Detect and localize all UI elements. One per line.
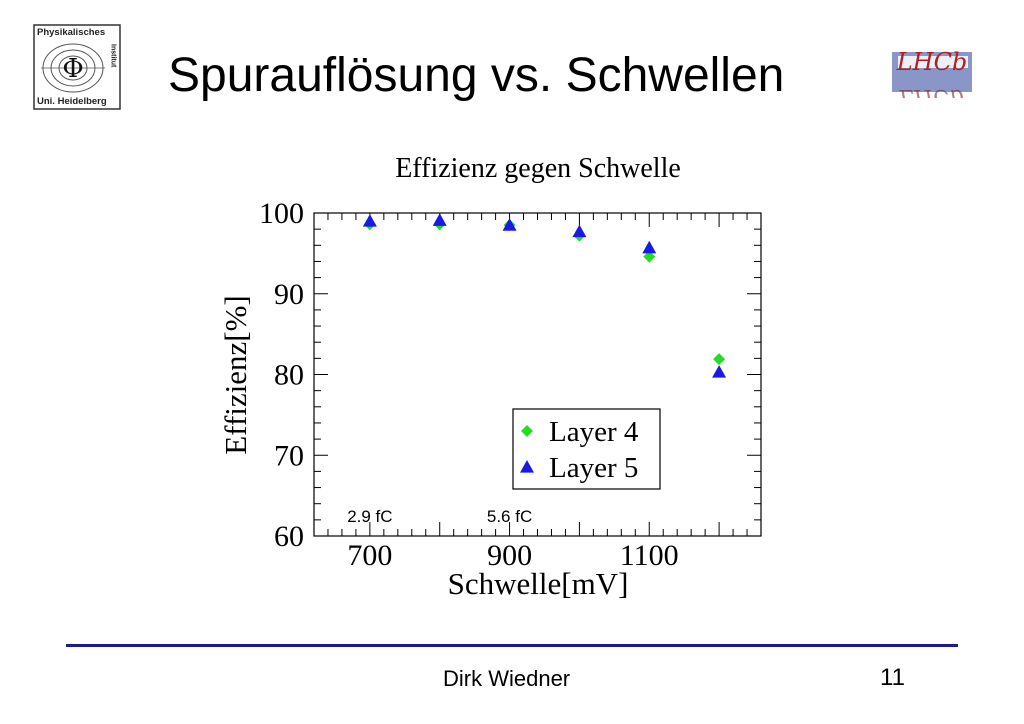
y-tick-label: 100 bbox=[259, 197, 304, 230]
y-axis-label: Effizienz[%] bbox=[218, 295, 253, 455]
data-points bbox=[362, 213, 727, 378]
lhcb-text: LHCb bbox=[896, 48, 968, 76]
charge-annotation: 2.9 fC bbox=[347, 507, 392, 526]
layer5-point bbox=[712, 365, 727, 378]
y-tick-label: 70 bbox=[274, 439, 304, 472]
x-tick-label: 900 bbox=[487, 539, 532, 572]
chart-annotations: 2.9 fC 5.6 fC bbox=[347, 507, 532, 526]
layer4-point bbox=[713, 353, 726, 366]
legend-marker-diamond bbox=[521, 425, 533, 437]
page-number: 11 bbox=[880, 664, 905, 691]
layer5-point bbox=[642, 240, 657, 254]
logo-side-text: Institut bbox=[110, 44, 117, 68]
author-name: Dirk Wiedner bbox=[443, 666, 571, 691]
legend-box bbox=[512, 408, 661, 490]
footer-rule bbox=[66, 644, 958, 647]
chart-title: Effizienz gegen Schwelle bbox=[395, 153, 681, 184]
y-tick-label: 80 bbox=[274, 359, 304, 392]
institute-logo: Physikalisches Uni. Heidelberg Institut … bbox=[33, 24, 121, 110]
institute-seal-icon: Physikalisches Uni. Heidelberg Institut … bbox=[33, 24, 121, 110]
logo-symbol: Φ bbox=[62, 54, 83, 84]
slide-title: Spurauflösung vs. Schwellen bbox=[168, 49, 785, 102]
logo-line2: Uni. Heidelberg bbox=[37, 96, 107, 107]
axis-ticks bbox=[314, 212, 761, 537]
x-tick-label: 1100 bbox=[620, 539, 679, 572]
legend-label: Layer 5 bbox=[549, 452, 638, 484]
charge-annotation: 5.6 fC bbox=[487, 507, 532, 526]
layer5-point bbox=[432, 213, 447, 226]
legend-marker-triangle bbox=[520, 460, 534, 473]
axis-tick-labels: 700 900 1100 60 70 80 90 100 bbox=[259, 197, 679, 572]
legend: Layer 4 Layer 5 bbox=[512, 408, 661, 490]
logo-line1: Physikalisches bbox=[37, 27, 105, 38]
layer5-point bbox=[572, 224, 587, 238]
layer5-point bbox=[362, 214, 377, 227]
x-axis-label: Schwelle[mV] bbox=[448, 566, 629, 601]
y-tick-label: 60 bbox=[274, 520, 304, 553]
legend-label: Layer 4 bbox=[549, 416, 639, 448]
layer5-point bbox=[502, 218, 517, 231]
x-tick-label: 700 bbox=[347, 539, 392, 572]
layer4-point bbox=[643, 250, 656, 263]
y-tick-label: 90 bbox=[274, 278, 304, 311]
